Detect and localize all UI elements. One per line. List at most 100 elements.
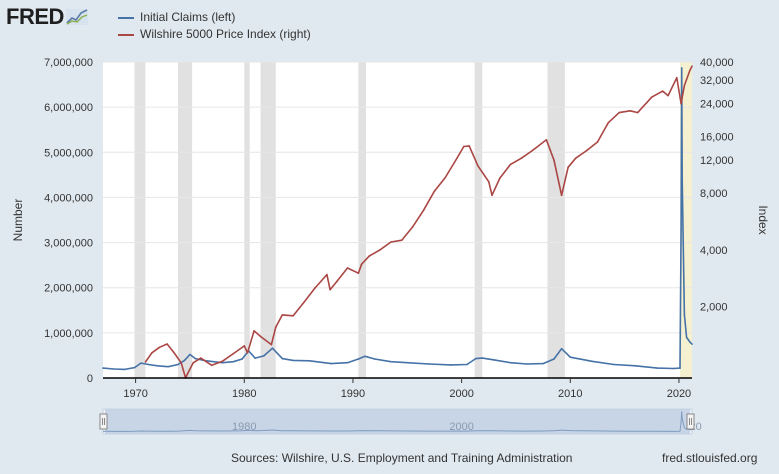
wilshire-point	[567, 166, 569, 169]
wilshire-point	[531, 149, 534, 152]
claims-point	[357, 358, 360, 360]
wilshire-point	[661, 90, 664, 92]
left-tick-label: 6,000,000	[44, 102, 93, 114]
claims-point	[308, 360, 311, 362]
x-tick-label: 2020	[667, 388, 691, 400]
right-tick-label: 12,000	[700, 155, 734, 167]
wilshire-point	[607, 121, 610, 124]
wilshire-point	[314, 287, 316, 289]
left-tick-label: 7,000,000	[44, 57, 93, 69]
claims-point	[680, 67, 683, 69]
wilshire-point	[444, 176, 447, 179]
claims-point	[254, 357, 256, 359]
wilshire-point	[411, 226, 414, 228]
range-navigator[interactable]: 1980 2000 20	[99, 408, 702, 435]
legend-label-claims: Initial Claims (left)	[140, 10, 236, 24]
wilshire-point	[636, 111, 639, 114]
wilshire-point	[253, 330, 255, 332]
fred-logo[interactable]: FRED	[6, 5, 88, 29]
wilshire-point	[676, 76, 678, 79]
right-axis-ticks: 2,000 4,000 8,000 12,000 16,000 24,000 32,000 4…	[700, 57, 734, 313]
claims-point	[613, 363, 615, 366]
wilshire-point	[667, 94, 669, 97]
wilshire-point	[491, 194, 493, 197]
legend-item-wilshire[interactable]: Wilshire 5000 Price Index (right)	[118, 26, 311, 43]
legend-label-wilshire: Wilshire 5000 Price Index (right)	[140, 27, 311, 41]
claims-point	[689, 341, 691, 343]
wilshire-point	[180, 362, 182, 364]
claims-point	[493, 359, 496, 361]
wilshire-point	[346, 267, 349, 269]
claims-point	[428, 363, 430, 365]
wilshire-point	[335, 281, 338, 283]
wilshire-point	[463, 145, 465, 148]
x-axis-ticks: 1970 1980 1990 2000 2010 2020	[123, 378, 691, 400]
fred-chart-icon	[65, 9, 88, 25]
site-link[interactable]: fred.stlouisfed.org	[662, 451, 758, 465]
wilshire-point	[232, 352, 235, 355]
recession-shading	[134, 62, 692, 378]
wilshire-point	[390, 241, 392, 243]
wilshire-point	[210, 364, 213, 367]
right-tick-label: 16,000	[700, 132, 734, 144]
recession-band	[177, 62, 193, 378]
claims-point	[683, 314, 686, 316]
right-tick-label: 24,000	[700, 99, 734, 111]
wilshire-point	[545, 139, 548, 141]
claims-point	[390, 360, 392, 363]
claims-point	[691, 343, 693, 345]
claims-point	[685, 336, 688, 339]
claims-point	[466, 363, 468, 366]
claims-point	[147, 363, 150, 366]
right-tick-label: 2,000	[700, 301, 728, 313]
recession-band	[547, 62, 565, 378]
claims-point	[167, 365, 169, 368]
wilshire-point	[422, 209, 425, 211]
legend-item-claims[interactable]: Initial Claims (left)	[118, 9, 311, 26]
wilshire-point	[172, 351, 175, 353]
fred-logo-text: FRED	[6, 4, 64, 29]
claims-point	[177, 363, 179, 366]
wilshire-point	[680, 102, 682, 105]
recession-band	[358, 62, 366, 378]
wilshire-point	[433, 190, 436, 192]
claims-swatch	[118, 16, 134, 19]
claims-point	[680, 228, 682, 230]
wilshire-point	[357, 272, 360, 275]
x-tick-label: 1990	[341, 388, 365, 400]
wilshire-point	[401, 239, 403, 241]
left-tick-label: 2,000,000	[44, 283, 93, 295]
navigator-label: 2000	[449, 421, 473, 433]
claims-point	[679, 367, 681, 369]
source-note: Sources: Wilshire, U.S. Employment and T…	[231, 451, 573, 465]
plot-background	[103, 62, 692, 378]
left-tick-label: 1,000,000	[44, 328, 93, 340]
recession-band	[474, 62, 483, 378]
wilshire-point	[200, 357, 202, 359]
claims-point	[346, 361, 349, 364]
navigator-left-handle[interactable]	[99, 413, 108, 430]
navigator-right-handle[interactable]	[686, 413, 695, 430]
claims-point	[526, 363, 528, 365]
wilshire-point	[360, 263, 363, 266]
wilshire-point	[303, 301, 305, 304]
claims-point	[292, 359, 295, 362]
navigator-selection[interactable]	[105, 409, 690, 434]
claims-point	[672, 367, 675, 370]
wilshire-point	[498, 177, 501, 180]
wilshire-point	[187, 372, 189, 375]
left-tick-label: 5,000,000	[44, 147, 93, 159]
claims-point	[656, 367, 658, 369]
wilshire-point	[520, 157, 523, 159]
claims-point	[183, 359, 186, 362]
wilshire-point	[629, 110, 631, 112]
claims-point	[140, 362, 142, 364]
claims-point	[232, 360, 235, 363]
x-tick-label: 1980	[232, 388, 256, 400]
right-axis-label: Index	[756, 205, 770, 234]
wilshire-point	[275, 326, 277, 328]
claims-point	[553, 358, 555, 360]
wilshire-point	[151, 352, 153, 354]
claims-point	[271, 347, 274, 350]
